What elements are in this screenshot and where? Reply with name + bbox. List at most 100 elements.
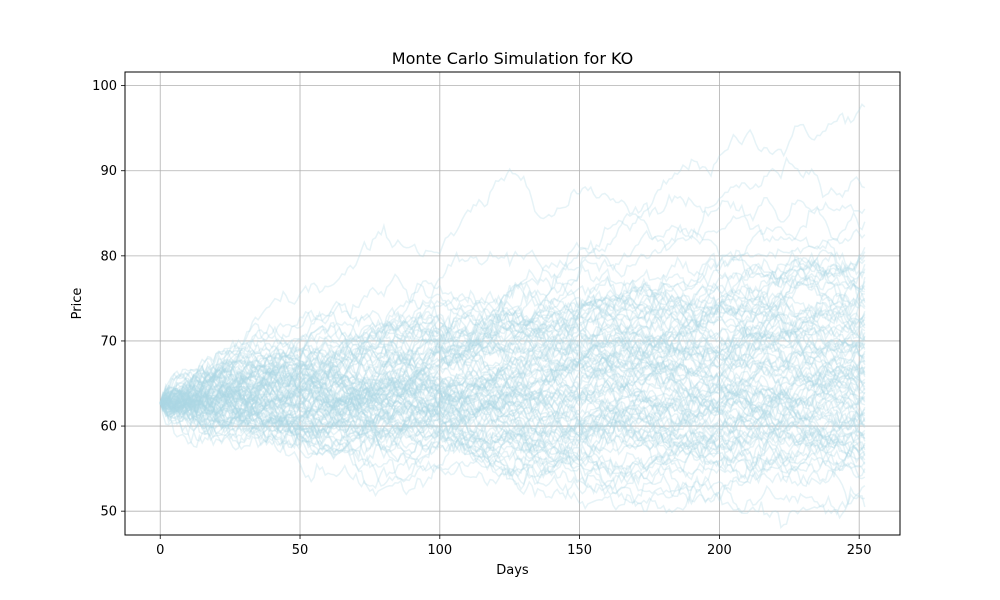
simulation-series-46	[159, 384, 866, 467]
simulation-series-33	[159, 367, 866, 479]
x-tick-label: 250	[847, 543, 872, 558]
simulation-series-1	[160, 103, 866, 405]
simulation-series-44	[159, 398, 866, 479]
simulation-series-40	[159, 329, 866, 421]
simulation-series-42	[159, 370, 866, 442]
simulation-series-2	[159, 156, 866, 404]
simulation-series-85	[159, 369, 866, 511]
simulation-series-48	[159, 402, 866, 487]
simulation-series-55	[159, 363, 866, 474]
simulation-series-16	[159, 292, 866, 404]
simulation-series-15	[160, 268, 866, 405]
simulation-series-18	[160, 289, 866, 413]
simulation-series-67	[159, 384, 866, 468]
simulation-series-84	[159, 386, 866, 514]
simulation-series-62	[159, 325, 866, 445]
simulation-series-100	[159, 391, 866, 462]
simulation-series-11	[159, 281, 866, 432]
simulation-series-43	[159, 314, 866, 449]
simulation-series-89	[159, 307, 866, 423]
simulation-series-90	[159, 355, 866, 431]
x-tick-label: 0	[156, 543, 164, 558]
simulation-series-63	[159, 324, 865, 413]
simulation-series-58	[159, 387, 865, 520]
simulation-series-30	[159, 352, 866, 435]
simulation-series-13	[159, 212, 865, 405]
simulation-series-41	[159, 369, 866, 480]
x-tick-label: 150	[567, 543, 592, 558]
simulation-series-9	[159, 257, 866, 412]
simulation-series-37	[159, 376, 866, 423]
simulation-series-61	[159, 275, 866, 420]
simulation-series-50	[159, 328, 866, 457]
simulation-series-74	[159, 351, 866, 436]
chart-title: Monte Carlo Simulation for KO	[392, 49, 633, 68]
simulation-series-77	[159, 256, 866, 416]
simulation-series-59	[160, 387, 866, 530]
simulation-series-28	[159, 285, 865, 418]
x-tick-label: 100	[427, 543, 452, 558]
simulation-series-22	[159, 305, 866, 443]
simulation-series-70	[159, 330, 866, 474]
simulation-series-75	[160, 352, 866, 437]
simulation-series-79	[160, 296, 865, 425]
simulation-series-31	[159, 351, 866, 420]
simulation-series-80	[159, 318, 866, 417]
simulation-series-52	[159, 389, 866, 513]
simulation-series-14	[159, 263, 866, 404]
simulation-series-56	[159, 370, 866, 480]
simulation-series-6	[160, 247, 866, 416]
simulation-series-81	[159, 332, 866, 448]
simulation-series-72	[159, 326, 866, 430]
y-tick-label: 60	[100, 420, 117, 435]
simulation-series-83	[159, 390, 865, 474]
simulation-series-57	[159, 393, 866, 505]
simulation-series-24	[160, 263, 866, 405]
simulation-series-71	[159, 303, 866, 413]
simulation-series-3	[159, 201, 866, 413]
simulation-series-45	[159, 372, 866, 505]
simulation-series-66	[159, 338, 866, 471]
y-tick-label: 50	[100, 505, 117, 520]
simulation-series-91	[159, 351, 866, 439]
simulation-series-10	[159, 262, 866, 409]
simulation-series-25	[159, 316, 866, 408]
simulation-series-99	[159, 389, 866, 461]
simulation-series-93	[159, 251, 866, 420]
simulation-series-17	[159, 292, 866, 415]
x-axis-label: Days	[496, 563, 529, 578]
simulation-series-19	[159, 279, 866, 406]
simulation-series-51	[159, 364, 866, 457]
simulation-series-47	[160, 372, 866, 447]
simulation-series-21	[159, 301, 866, 423]
simulation-series-32	[159, 351, 866, 433]
y-tick-label: 100	[92, 79, 117, 94]
simulation-series-5	[160, 228, 866, 438]
simulation-series-12	[159, 282, 866, 443]
y-tick-label: 70	[100, 334, 117, 349]
x-axis: 0 50 100 150 200 250	[156, 535, 872, 558]
simulation-series-96	[159, 294, 866, 411]
simulation-series-86	[159, 249, 865, 412]
simulation-series-78	[159, 249, 866, 409]
simulation-series-88	[159, 326, 865, 434]
simulation-series-20	[160, 319, 866, 406]
simulation-series-76	[159, 398, 866, 468]
simulation-series-95	[159, 384, 866, 485]
simulation-series-60	[159, 280, 866, 413]
y-axis-label: Price	[70, 288, 85, 320]
simulation-series-4	[159, 167, 866, 404]
simulation-series-26	[159, 338, 866, 430]
simulation-series-49	[159, 347, 866, 454]
simulation-series-35	[159, 365, 866, 426]
simulation-series-53	[159, 392, 866, 485]
x-tick-label: 200	[707, 543, 732, 558]
simulation-series-54	[159, 387, 866, 492]
plot-frame	[124, 71, 901, 536]
simulation-series-34	[159, 304, 866, 406]
simulation-series-94	[160, 250, 866, 437]
simulation-series-29	[159, 294, 866, 410]
simulation-series-82	[159, 330, 866, 410]
simulation-series-92	[159, 355, 866, 451]
